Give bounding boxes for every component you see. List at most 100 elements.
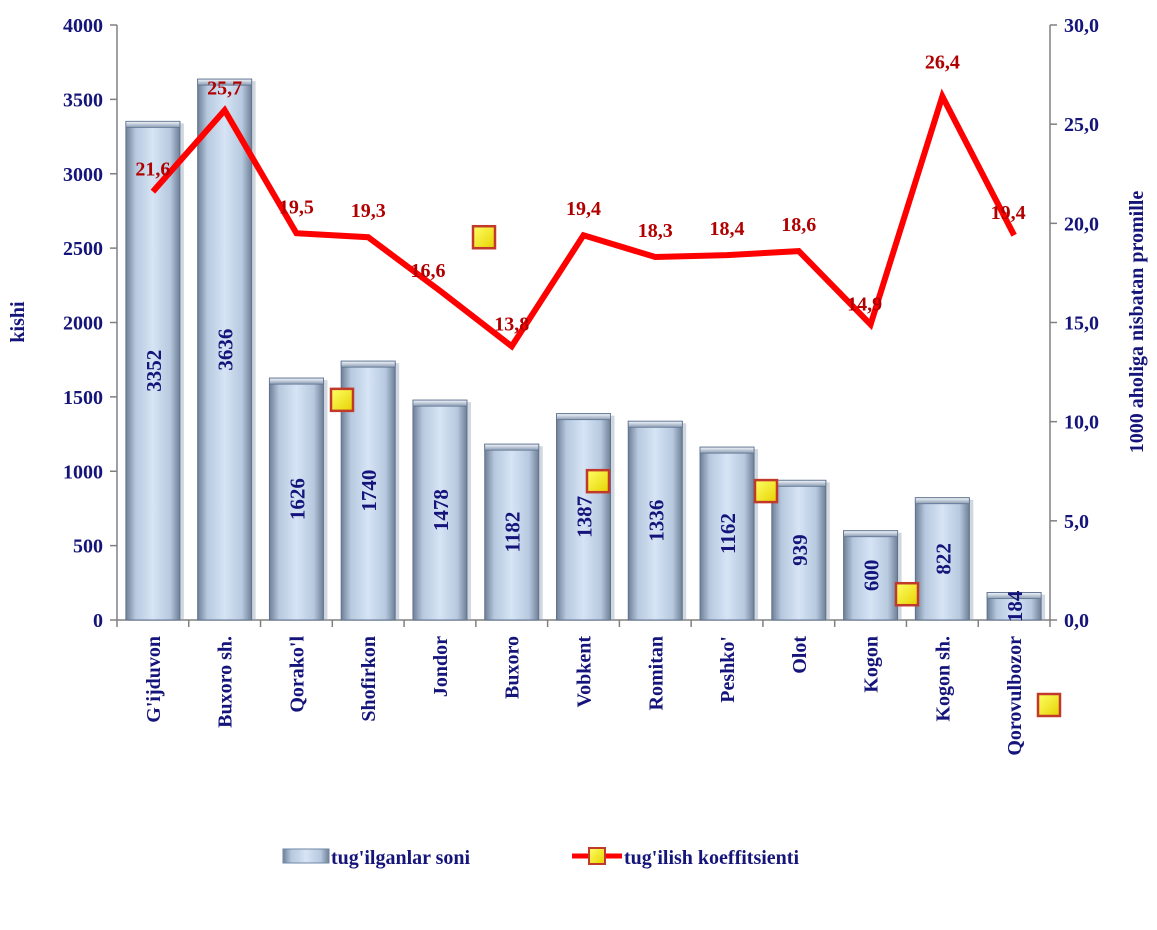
rate-line bbox=[150, 88, 1017, 351]
line-series bbox=[150, 88, 1017, 351]
bar-cap bbox=[269, 377, 324, 385]
bar-cap bbox=[125, 120, 181, 128]
line-value-label: 19,3 bbox=[351, 200, 386, 222]
bar[interactable]: 3352 bbox=[125, 120, 184, 621]
bar-cap bbox=[197, 78, 253, 86]
line-marker bbox=[471, 224, 497, 250]
line-value-label: 13,8 bbox=[494, 313, 529, 335]
bar-cap bbox=[627, 420, 683, 428]
bar[interactable]: 1626 bbox=[268, 377, 328, 621]
y2-tick-label: 5,0 bbox=[1064, 511, 1089, 533]
bar-value-label: 1740 bbox=[357, 470, 381, 512]
legend-item-bars[interactable]: tug'ilganlar soni bbox=[282, 847, 471, 869]
bar-body bbox=[771, 479, 827, 621]
bar-body bbox=[914, 497, 970, 621]
bar-series: 3352 3636 1626 1740 1478 1182 1387 1336 1162 939 6… bbox=[125, 78, 1046, 622]
y-tick-label: 2500 bbox=[63, 238, 103, 260]
bar[interactable]: 3636 bbox=[197, 78, 256, 621]
bar-value-label: 822 bbox=[931, 543, 955, 575]
y2-tick-label: 30,0 bbox=[1064, 15, 1099, 37]
data-labels: 21,6 25,7 19,5 19,3 16,6 13,8 19,4 18,3 18,4 18,6… bbox=[135, 51, 1062, 718]
bar-value-label: 1162 bbox=[716, 513, 740, 554]
category-label: Buxoro bbox=[502, 636, 524, 699]
y-tick-label: 3000 bbox=[63, 164, 103, 186]
category-label: Qorovulbozor bbox=[1004, 636, 1026, 756]
bar-cap bbox=[340, 360, 396, 368]
line-value-label: 18,3 bbox=[638, 220, 673, 242]
bar-body bbox=[125, 120, 181, 621]
legend: tug'ilganlar soni tug'ilish koeffitsient… bbox=[282, 847, 799, 869]
legend-bar-swatch bbox=[282, 848, 330, 864]
line-value-label: 19,4 bbox=[566, 198, 601, 220]
bar[interactable]: 822 bbox=[914, 497, 974, 621]
bar-value-label: 1626 bbox=[285, 478, 309, 520]
bar-value-label: 3352 bbox=[142, 350, 166, 392]
y2-tick-label: 10,0 bbox=[1064, 412, 1099, 434]
line-marker bbox=[329, 387, 355, 413]
line-value-label: 25,7 bbox=[207, 77, 242, 99]
y-axis-title: kishi bbox=[7, 301, 29, 343]
bar-cap bbox=[556, 413, 611, 421]
bar[interactable]: 600 bbox=[843, 530, 902, 621]
line-value-label: 26,4 bbox=[925, 51, 960, 73]
line-marker bbox=[585, 468, 611, 494]
y2-axis-title: 1000 aholiga nisbatan promille bbox=[1126, 191, 1148, 454]
category-label: Vobkent bbox=[574, 636, 596, 708]
y-tick-label: 3500 bbox=[63, 89, 103, 111]
bar[interactable]: 939 bbox=[771, 479, 830, 621]
bar-value-label: 600 bbox=[860, 560, 884, 592]
bar-cap bbox=[986, 592, 1042, 600]
bar[interactable]: 1336 bbox=[627, 420, 687, 621]
y-tick-label: 0 bbox=[93, 610, 103, 632]
y-tick-label: 1000 bbox=[63, 461, 103, 483]
category-label: Olot bbox=[789, 636, 811, 674]
bar-cap bbox=[914, 497, 970, 505]
category-label: G'ijduvon bbox=[143, 636, 165, 723]
bar-body bbox=[484, 443, 540, 621]
bar-body bbox=[699, 446, 755, 621]
line-value-label: 18,4 bbox=[710, 218, 745, 240]
line-value-label: 14,9 bbox=[847, 293, 882, 315]
bar-value-label: 1387 bbox=[573, 496, 597, 538]
bar[interactable]: 1740 bbox=[340, 360, 400, 621]
y2-tick-label: 0,0 bbox=[1064, 610, 1089, 632]
bar-cap bbox=[484, 443, 540, 451]
bar-value-label: 1478 bbox=[429, 489, 453, 531]
bar[interactable]: 184 bbox=[986, 590, 1046, 622]
y2-tick-label: 20,0 bbox=[1064, 213, 1099, 235]
category-label: Romitan bbox=[645, 636, 667, 710]
line-marker bbox=[753, 478, 779, 504]
y-tick-label: 1500 bbox=[63, 387, 103, 409]
line-value-label: 16,6 bbox=[410, 260, 445, 282]
y-tick-label: 2000 bbox=[63, 313, 103, 335]
category-label: Peshko' bbox=[717, 636, 739, 703]
y-tick-label: 500 bbox=[73, 536, 103, 558]
bar-value-label: 3636 bbox=[214, 329, 238, 371]
bar[interactable]: 1387 bbox=[556, 413, 615, 621]
bar-body bbox=[843, 530, 899, 621]
bar-body bbox=[197, 78, 253, 621]
category-label: Kogon bbox=[861, 636, 883, 693]
bar[interactable]: 1162 bbox=[699, 446, 759, 621]
category-label: Kogon sh. bbox=[932, 636, 954, 722]
category-label: Shofirkon bbox=[358, 636, 380, 722]
category-label: Buxoro sh. bbox=[215, 636, 237, 728]
category-label: Qorako'l bbox=[286, 636, 308, 713]
bar[interactable]: 1182 bbox=[484, 443, 543, 621]
bar-cap bbox=[412, 399, 468, 407]
bar-value-label: 1336 bbox=[644, 500, 668, 542]
y-tick-label: 4000 bbox=[63, 15, 103, 37]
bar-value-label: 939 bbox=[788, 534, 812, 566]
legend-item-line[interactable]: tug'ilish koeffitsienti bbox=[572, 847, 799, 869]
bar-body bbox=[556, 413, 611, 621]
bar-value-label: 1182 bbox=[501, 512, 525, 553]
line-value-label: 19,5 bbox=[279, 196, 314, 218]
line-value-label: 19,4 bbox=[991, 202, 1026, 224]
bar-cap bbox=[843, 530, 898, 538]
line-value-label: 18,6 bbox=[781, 214, 816, 236]
bar-body bbox=[627, 420, 683, 621]
y2-tick-label: 15,0 bbox=[1064, 313, 1099, 335]
y2-tick-label: 25,0 bbox=[1064, 114, 1099, 136]
bar[interactable]: 1478 bbox=[412, 399, 471, 621]
